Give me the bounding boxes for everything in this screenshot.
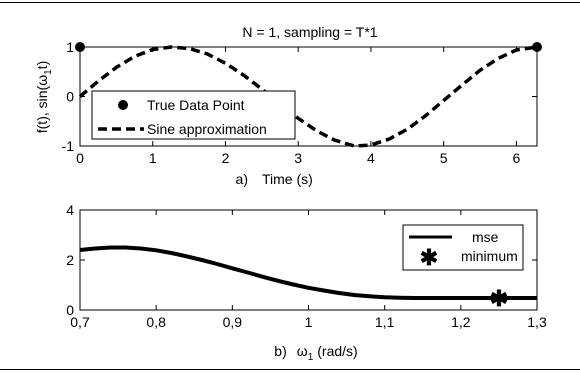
chart-0-y-tick-label: 1 <box>66 39 74 55</box>
chart-1-x-tick-label: 0,9 <box>223 314 243 330</box>
chart-0-x-tick-label: 1 <box>149 150 157 166</box>
chart-a-xlabel: Time (s) <box>262 171 313 187</box>
chart-1-y-tick-label: 4 <box>66 202 74 218</box>
chart-1-x-tick-label: 1 <box>305 314 313 330</box>
chart-1-x-tick-label: 1,1 <box>375 314 395 330</box>
chart-1-x-tick-label: 1,2 <box>451 314 471 330</box>
legend-mse-label: mse <box>472 229 499 245</box>
chart-0-y-tick-label: 0 <box>66 89 74 105</box>
chart-a-ylabel: f(t), sin(ω1t) <box>34 61 54 134</box>
chart-1-x-tick-label: 0,7 <box>70 314 90 330</box>
chart-b-xlabel-units: (rad/s) <box>317 343 357 359</box>
chart-0-x-tick-label: 3 <box>294 150 302 166</box>
chart-0-x-tick-label: 0 <box>76 150 84 166</box>
chart-b-xlabel-omega: ω <box>297 343 308 359</box>
chart-a-ylabel-end: t) <box>34 61 50 70</box>
chart-0-y-tick-label: -1 <box>62 138 75 154</box>
chart-1-x-tick-label: 0,8 <box>146 314 166 330</box>
chart-a-ylabel-subscript: 1 <box>43 69 54 75</box>
mse-line <box>79 245 537 300</box>
chart-b-xlabel-prefix: b) <box>274 343 286 359</box>
chart-title: N = 1, sampling = T*1 <box>242 24 377 40</box>
chart-0-x-tick-label: 4 <box>367 150 375 166</box>
chart-1-x-tick-label: 1,3 <box>527 314 547 330</box>
figure-bottom-edge <box>0 369 580 370</box>
legend-true-data-point-label: True Data Point <box>147 97 245 113</box>
figure-top-edge <box>0 2 580 3</box>
sine-approximation-line <box>78 45 538 148</box>
chart-0-x-tick-label: 5 <box>440 150 448 166</box>
legend-sine-approximation-label: Sine approximation <box>147 121 267 137</box>
chart-a-xlabel-prefix: a) <box>236 171 248 187</box>
chart-b-legend: mse ✱ minimum <box>402 224 524 271</box>
true-data-point <box>532 42 542 52</box>
legend-minimum-label: minimum <box>461 248 518 264</box>
true-data-point <box>75 42 85 52</box>
minimum-marker: ✱ <box>490 286 508 311</box>
chart-0-x-tick-label: 6 <box>513 150 521 166</box>
chart-1-y-tick-label: 2 <box>66 252 74 268</box>
chart-a-legend: True Data Point Sine approximation <box>91 90 296 140</box>
legend-minimum-marker: ✱ <box>420 245 438 270</box>
chart-a-ylabel-main: f(t), sin(ω <box>34 75 50 133</box>
chart-b-xlabel-subscript: 1 <box>308 352 314 363</box>
chart-b-legend-box <box>402 224 524 271</box>
chart-1-y-tick-label: 0 <box>66 302 74 318</box>
legend-true-data-point-marker <box>118 100 128 110</box>
chart-0-x-tick-label: 2 <box>222 150 230 166</box>
chart-b-xlabel: b) ω1 (rad/s) <box>274 343 357 363</box>
chart-a-legend-box <box>91 90 296 140</box>
